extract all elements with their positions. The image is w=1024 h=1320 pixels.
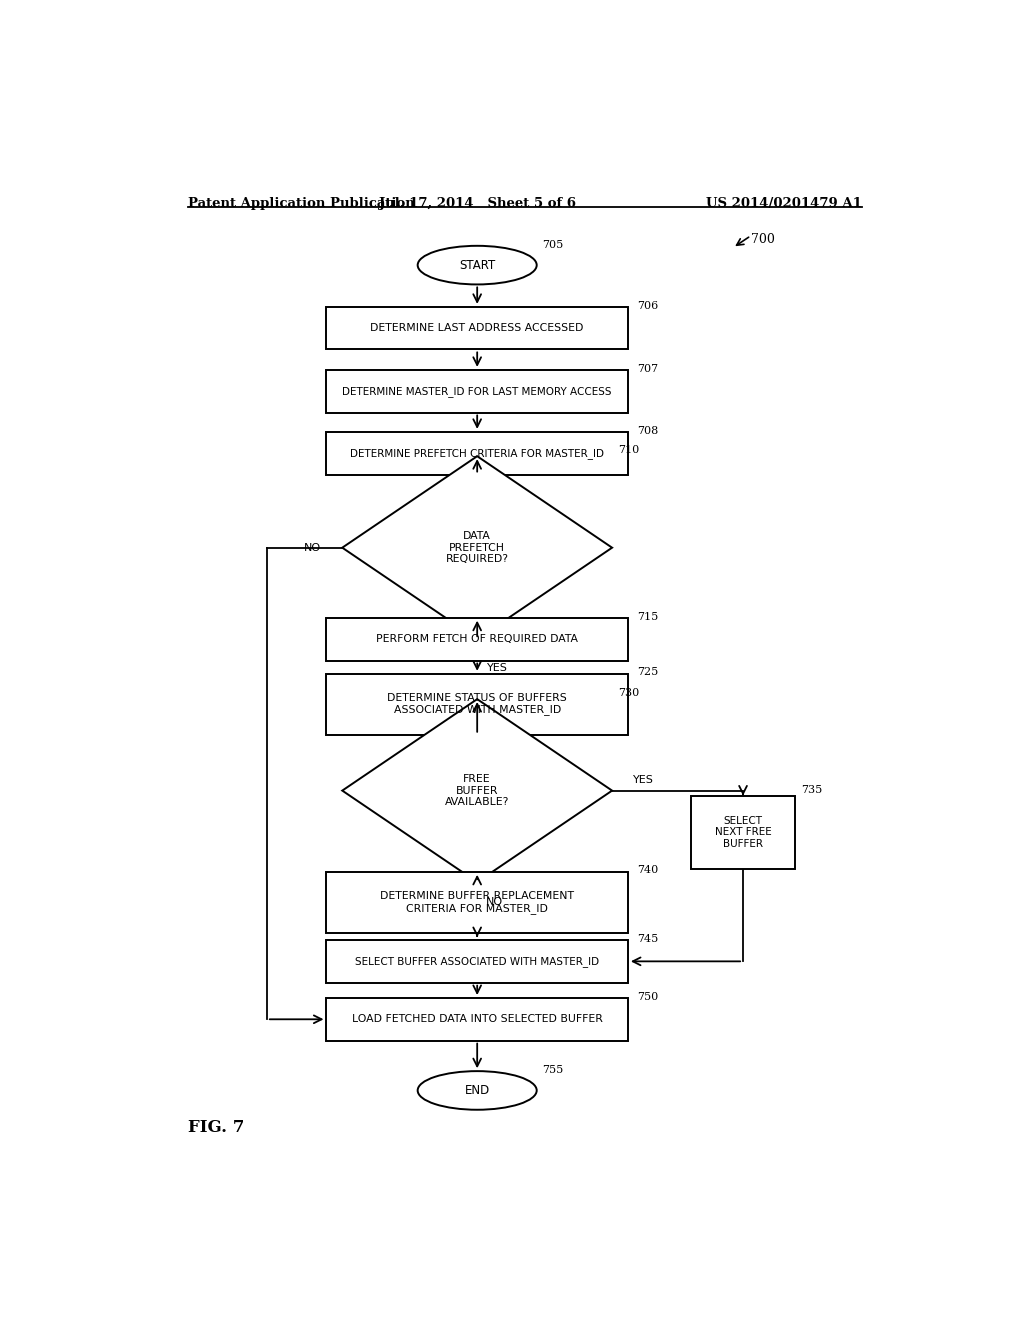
FancyBboxPatch shape (327, 370, 628, 412)
Text: 745: 745 (638, 935, 658, 944)
Text: 705: 705 (543, 240, 563, 249)
Text: YES: YES (634, 775, 654, 785)
Text: DETERMINE PREFETCH CRITERIA FOR MASTER_ID: DETERMINE PREFETCH CRITERIA FOR MASTER_I… (350, 447, 604, 458)
Text: 706: 706 (638, 301, 658, 310)
Text: DETERMINE MASTER_ID FOR LAST MEMORY ACCESS: DETERMINE MASTER_ID FOR LAST MEMORY ACCE… (342, 385, 612, 396)
Text: DATA
PREFETCH
REQUIRED?: DATA PREFETCH REQUIRED? (445, 531, 509, 564)
Text: NO: NO (303, 543, 321, 553)
Polygon shape (342, 700, 612, 882)
Text: 755: 755 (543, 1065, 563, 1074)
Text: 710: 710 (618, 445, 640, 455)
Text: 750: 750 (638, 991, 658, 1002)
FancyBboxPatch shape (327, 673, 628, 735)
FancyBboxPatch shape (327, 998, 628, 1040)
Text: 740: 740 (638, 865, 658, 875)
Text: PERFORM FETCH OF REQUIRED DATA: PERFORM FETCH OF REQUIRED DATA (376, 634, 579, 644)
Text: 700: 700 (751, 232, 775, 246)
Ellipse shape (418, 1071, 537, 1110)
FancyBboxPatch shape (327, 873, 628, 933)
Polygon shape (342, 457, 612, 639)
Text: DETERMINE STATUS OF BUFFERS
ASSOCIATED WITH MASTER_ID: DETERMINE STATUS OF BUFFERS ASSOCIATED W… (387, 693, 567, 715)
Text: 707: 707 (638, 364, 658, 374)
FancyBboxPatch shape (327, 940, 628, 982)
Text: NO: NO (486, 898, 503, 907)
Text: END: END (465, 1084, 489, 1097)
Text: SELECT BUFFER ASSOCIATED WITH MASTER_ID: SELECT BUFFER ASSOCIATED WITH MASTER_ID (355, 956, 599, 966)
Text: Patent Application Publication: Patent Application Publication (187, 197, 415, 210)
FancyBboxPatch shape (327, 618, 628, 660)
Text: Jul. 17, 2014   Sheet 5 of 6: Jul. 17, 2014 Sheet 5 of 6 (379, 197, 575, 210)
Text: DETERMINE LAST ADDRESS ACCESSED: DETERMINE LAST ADDRESS ACCESSED (371, 323, 584, 333)
Text: 725: 725 (638, 667, 658, 677)
Text: 708: 708 (638, 426, 658, 436)
Text: DETERMINE BUFFER REPLACEMENT
CRITERIA FOR MASTER_ID: DETERMINE BUFFER REPLACEMENT CRITERIA FO… (380, 891, 574, 913)
Text: US 2014/0201479 A1: US 2014/0201479 A1 (707, 197, 862, 210)
Text: 715: 715 (638, 611, 658, 622)
FancyBboxPatch shape (327, 306, 628, 350)
Text: FREE
BUFFER
AVAILABLE?: FREE BUFFER AVAILABLE? (445, 774, 509, 808)
Text: FIG. 7: FIG. 7 (187, 1119, 244, 1137)
Text: LOAD FETCHED DATA INTO SELECTED BUFFER: LOAD FETCHED DATA INTO SELECTED BUFFER (352, 1014, 602, 1024)
Text: 730: 730 (618, 688, 640, 698)
FancyBboxPatch shape (327, 432, 628, 474)
Text: SELECT
NEXT FREE
BUFFER: SELECT NEXT FREE BUFFER (715, 816, 771, 849)
Text: START: START (459, 259, 496, 272)
FancyBboxPatch shape (691, 796, 795, 869)
Text: YES: YES (486, 663, 508, 673)
Ellipse shape (418, 246, 537, 284)
Text: 735: 735 (801, 784, 822, 795)
